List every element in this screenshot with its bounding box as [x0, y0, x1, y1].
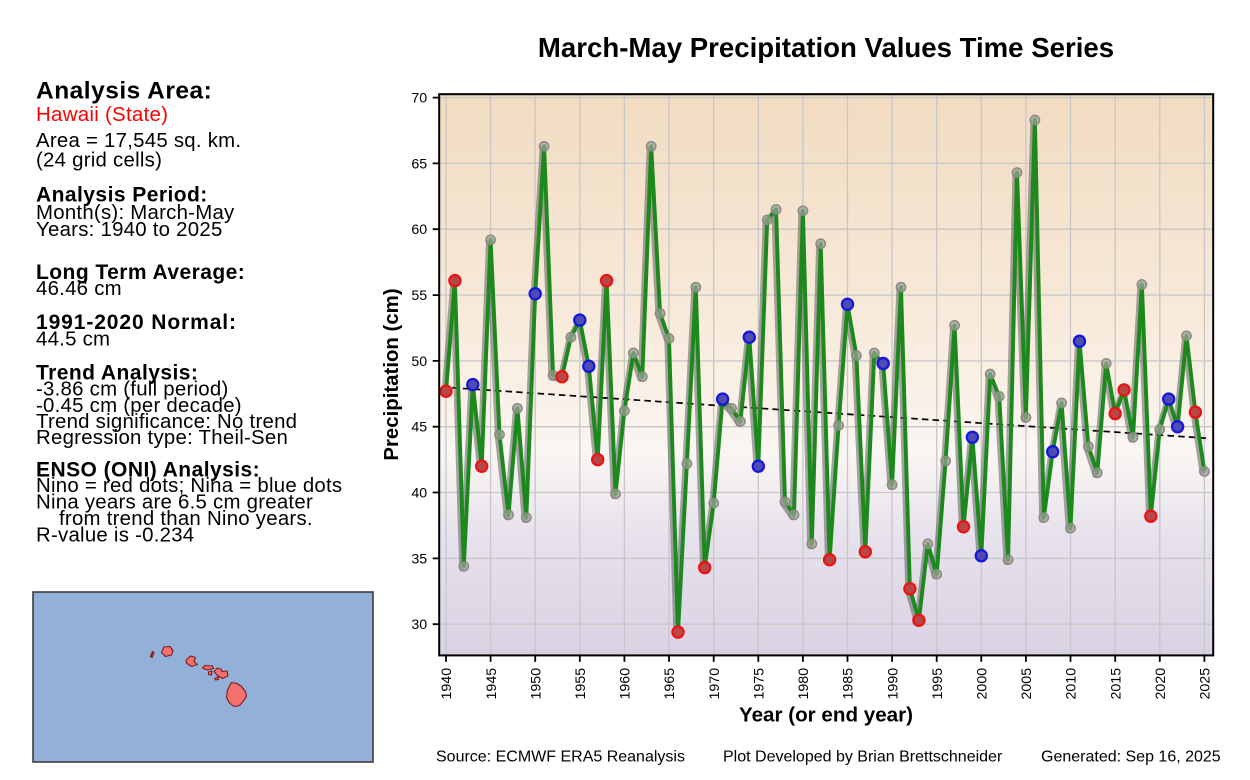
svg-text:1995: 1995: [930, 668, 946, 700]
svg-text:Nina years are 6.5 cm greater: Nina years are 6.5 cm greater: [36, 491, 313, 513]
svg-text:Source: ECMWF ERA5 Reanalysis: Source: ECMWF ERA5 Reanalysis: [436, 749, 685, 766]
svg-text:1985: 1985: [841, 668, 857, 700]
svg-text:55: 55: [411, 288, 427, 304]
svg-text:Analysis Period:: Analysis Period:: [36, 184, 208, 207]
svg-text:2025: 2025: [1198, 668, 1214, 700]
svg-text:1991-2020 Normal:: 1991-2020 Normal:: [36, 311, 237, 334]
svg-text:1980: 1980: [796, 668, 812, 700]
svg-text:Analysis Area:: Analysis Area:: [36, 77, 212, 104]
svg-text:Month(s): March-May: Month(s): March-May: [36, 202, 235, 224]
svg-text:30: 30: [411, 617, 427, 633]
svg-text:March-May Precipitation Values: March-May Precipitation Values Time Seri…: [538, 32, 1114, 63]
svg-text:(24 grid cells): (24 grid cells): [36, 150, 162, 172]
svg-text:65: 65: [411, 156, 427, 172]
svg-text:2000: 2000: [975, 668, 991, 700]
svg-text:Plot Developed by Brian Bretts: Plot Developed by Brian Brettschneider: [723, 749, 1003, 766]
svg-text:Regression type: Theil-Sen: Regression type: Theil-Sen: [36, 427, 288, 449]
svg-text:44.5 cm: 44.5 cm: [36, 329, 110, 351]
svg-text:1945: 1945: [484, 668, 500, 700]
svg-text:Precipitation (cm): Precipitation (cm): [381, 288, 403, 460]
svg-text:Hawaii (State): Hawaii (State): [36, 103, 168, 126]
svg-text:Trend significance: No trend: Trend significance: No trend: [36, 411, 297, 433]
svg-text:1990: 1990: [885, 668, 901, 700]
svg-text:40: 40: [411, 486, 427, 502]
svg-text:1955: 1955: [573, 668, 589, 700]
svg-text:1940: 1940: [439, 668, 455, 700]
svg-text:1960: 1960: [618, 668, 634, 700]
svg-text:Years: 1940 to 2025: Years: 1940 to 2025: [36, 219, 223, 241]
svg-text:70: 70: [411, 91, 427, 107]
svg-text:60: 60: [411, 222, 427, 238]
svg-text:Year (or end year): Year (or end year): [739, 704, 913, 727]
svg-text:1950: 1950: [528, 668, 544, 700]
svg-text:1975: 1975: [752, 668, 768, 700]
svg-text:50: 50: [411, 354, 427, 370]
svg-text:1965: 1965: [662, 668, 678, 700]
svg-text:2005: 2005: [1019, 668, 1035, 700]
svg-text:35: 35: [411, 551, 427, 567]
svg-text:from trend than Nino years.: from trend than Nino years.: [59, 508, 313, 530]
svg-text:2020: 2020: [1153, 668, 1169, 700]
svg-text:1970: 1970: [707, 668, 723, 700]
svg-text:45: 45: [411, 420, 427, 436]
svg-text:R-value is -0.234: R-value is -0.234: [36, 524, 194, 546]
svg-text:2010: 2010: [1064, 668, 1080, 700]
svg-text:2015: 2015: [1108, 668, 1124, 700]
svg-text:ENSO (ONI) Analysis:: ENSO (ONI) Analysis:: [36, 458, 260, 481]
svg-text:-3.86 cm (full period): -3.86 cm (full period): [36, 379, 228, 401]
svg-text:Trend Analysis:: Trend Analysis:: [36, 361, 198, 384]
svg-text:Area = 17,545 sq. km.: Area = 17,545 sq. km.: [36, 130, 241, 152]
svg-text:Long Term Average:: Long Term Average:: [36, 261, 245, 284]
svg-text:46.46 cm: 46.46 cm: [36, 278, 122, 300]
svg-text:-0.45 cm (per decade): -0.45 cm (per decade): [36, 395, 242, 417]
svg-text:Nino = red dots; Nina = blue d: Nino = red dots; Nina = blue dots: [36, 475, 342, 497]
svg-text:Generated: Sep 16, 2025: Generated: Sep 16, 2025: [1041, 749, 1221, 766]
